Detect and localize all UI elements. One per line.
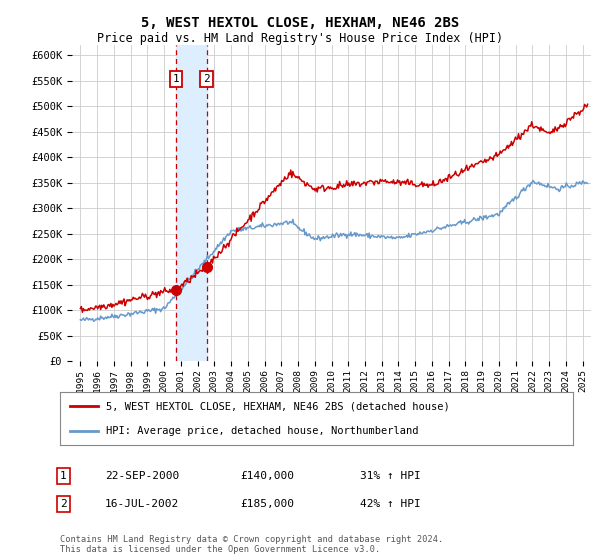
Text: 5, WEST HEXTOL CLOSE, HEXHAM, NE46 2BS: 5, WEST HEXTOL CLOSE, HEXHAM, NE46 2BS: [141, 16, 459, 30]
Text: 5, WEST HEXTOL CLOSE, HEXHAM, NE46 2BS (detached house): 5, WEST HEXTOL CLOSE, HEXHAM, NE46 2BS (…: [106, 402, 450, 412]
Text: 22-SEP-2000: 22-SEP-2000: [105, 471, 179, 481]
Text: Price paid vs. HM Land Registry's House Price Index (HPI): Price paid vs. HM Land Registry's House …: [97, 32, 503, 45]
Text: HPI: Average price, detached house, Northumberland: HPI: Average price, detached house, Nort…: [106, 426, 419, 436]
Text: Contains HM Land Registry data © Crown copyright and database right 2024.
This d: Contains HM Land Registry data © Crown c…: [60, 535, 443, 554]
Text: 16-JUL-2002: 16-JUL-2002: [105, 499, 179, 509]
Text: £140,000: £140,000: [240, 471, 294, 481]
Text: 31% ↑ HPI: 31% ↑ HPI: [360, 471, 421, 481]
Text: 2: 2: [203, 74, 210, 84]
Bar: [176, 45, 206, 361]
Text: 1: 1: [60, 471, 67, 481]
Text: 42% ↑ HPI: 42% ↑ HPI: [360, 499, 421, 509]
Text: £185,000: £185,000: [240, 499, 294, 509]
Text: 2: 2: [60, 499, 67, 509]
Text: 1: 1: [173, 74, 179, 84]
